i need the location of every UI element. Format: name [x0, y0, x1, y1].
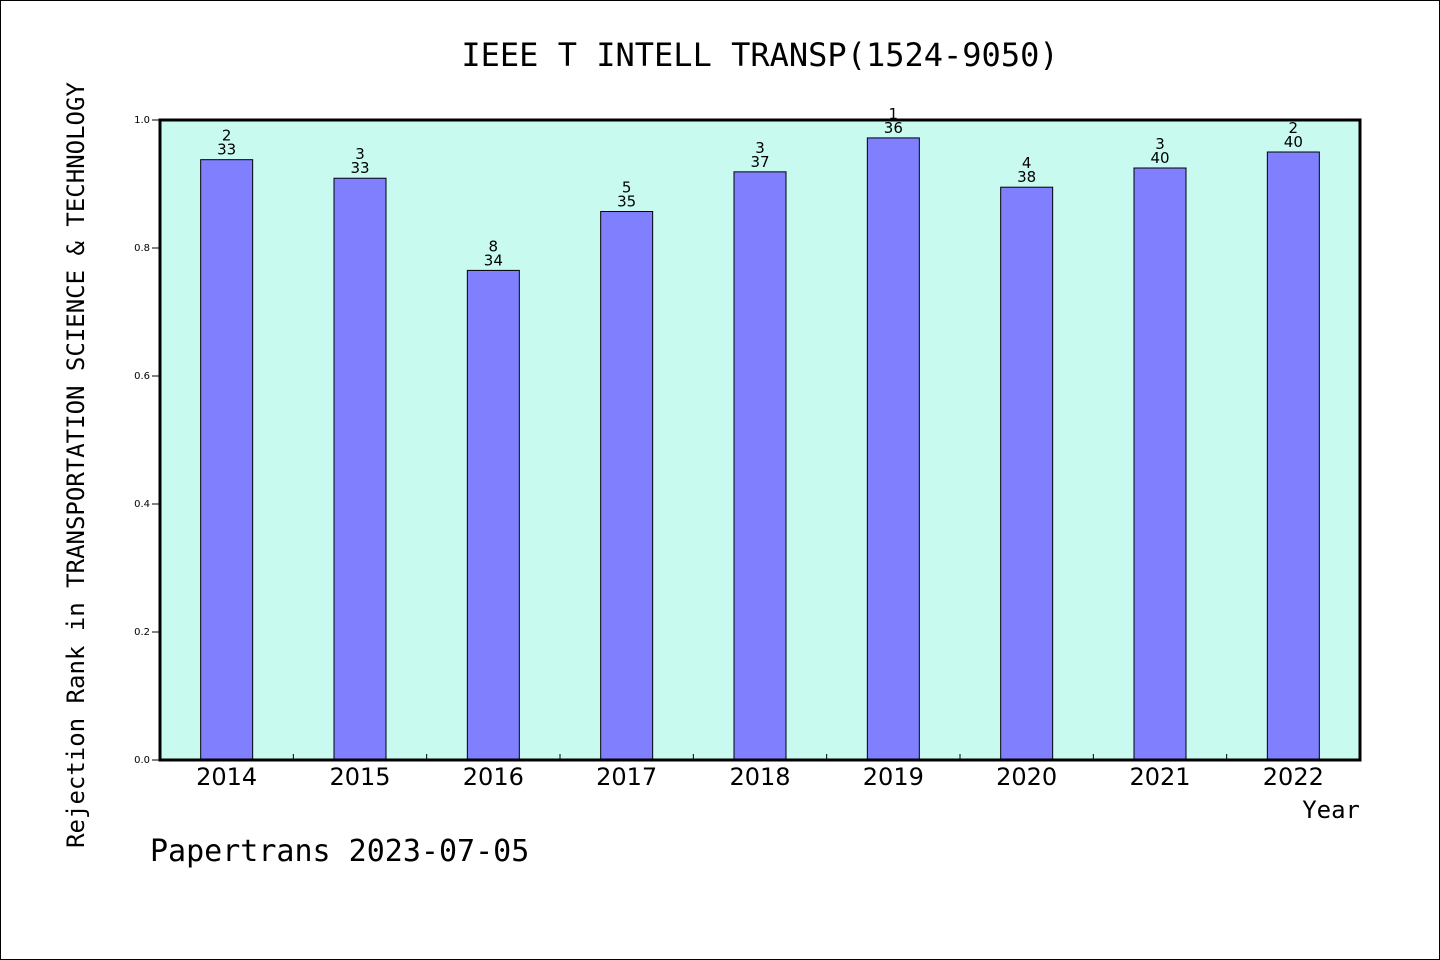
x-tick-label-2016: 2016	[463, 763, 524, 791]
total-label-2015: 33	[350, 159, 369, 177]
rank-label-2015: 3	[355, 145, 365, 163]
rank-label-2021: 3	[1155, 135, 1165, 153]
bar-2016	[466, 269, 520, 761]
x-tick-label-2019: 2019	[863, 763, 924, 791]
footer-credit: Papertrans 2023-07-05	[150, 834, 530, 869]
x-tick-label-2020: 2020	[996, 763, 1057, 791]
x-tick-label-2022: 2022	[1263, 763, 1324, 791]
y-tick-label: 0.8	[134, 243, 150, 254]
total-label-2014: 33	[217, 141, 236, 159]
bar-2021	[1133, 167, 1187, 761]
x-tick-label-2014: 2014	[196, 763, 257, 791]
total-label-2020: 38	[1017, 168, 1036, 186]
axes-group: 2014 2015 2016 2017 2018 2019 2020 2021 2022 0.0 0…	[134, 115, 1324, 791]
plot-border	[158, 118, 1362, 762]
y-tick-label: 0.6	[134, 371, 150, 382]
rank-label-2018: 3	[755, 139, 765, 157]
rank-label-2017: 5	[622, 179, 632, 197]
y-tick-label: 0.2	[134, 627, 150, 638]
total-label-2021: 40	[1150, 149, 1169, 167]
x-tick-label-2017: 2017	[596, 763, 657, 791]
bar-2015	[333, 177, 387, 761]
x-tick-label-2021: 2021	[1129, 763, 1190, 791]
total-label-2019: 36	[884, 119, 903, 137]
rank-label-2019: 1	[889, 105, 899, 123]
bar-2014	[200, 159, 254, 761]
total-label-2022: 40	[1284, 133, 1303, 151]
rank-label-2022: 2	[1289, 119, 1299, 137]
chart-title: IEEE T INTELL TRANSP(1524-9050)	[461, 36, 1059, 74]
bar-2020	[1000, 186, 1054, 761]
rank-label-2020: 4	[1022, 154, 1032, 172]
rank-label-2016: 8	[489, 237, 499, 255]
y-tick-label: 0.4	[134, 499, 150, 510]
x-tick-label-2018: 2018	[729, 763, 790, 791]
x-axis-title: Year	[1302, 796, 1360, 824]
y-tick-label: 1.0	[134, 115, 150, 126]
bar-2017	[600, 211, 654, 761]
rank-label-2014: 2	[222, 127, 232, 145]
bar-2019	[866, 137, 920, 761]
x-tick-label-2015: 2015	[329, 763, 390, 791]
bar-2022	[1266, 151, 1320, 761]
bar-2018	[733, 171, 787, 761]
y-tick-label: 0.0	[134, 755, 150, 766]
total-label-2016: 34	[484, 251, 503, 269]
total-label-2018: 37	[750, 153, 769, 171]
total-label-2017: 35	[617, 193, 636, 211]
